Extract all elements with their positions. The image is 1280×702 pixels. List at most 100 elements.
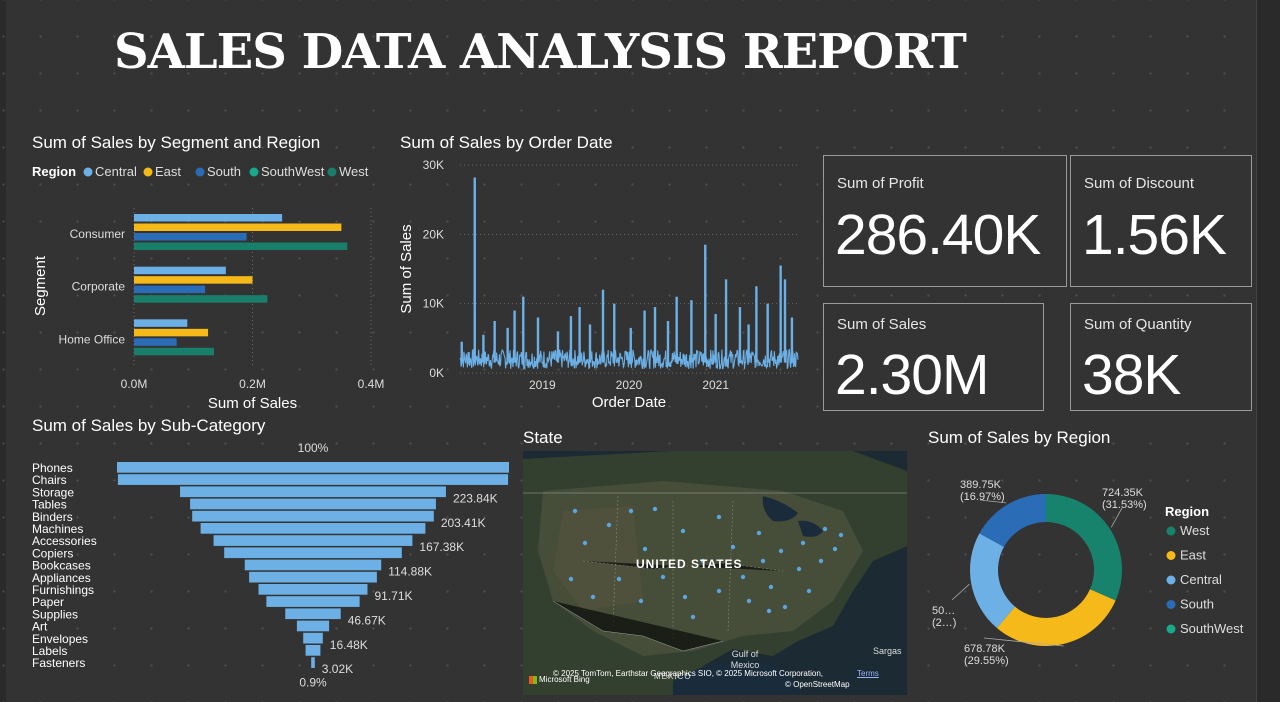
sales-card-value: 2.30M bbox=[835, 343, 989, 407]
bar-consumer-central bbox=[134, 214, 283, 222]
segment-region-bar-chart[interactable]: Region Central East South SouthWest West 0.0M 0… bbox=[26, 156, 390, 414]
funnel-category-label: Tables bbox=[32, 498, 67, 512]
funnel-value-label: 3.02K bbox=[322, 662, 353, 676]
funnel-value-label: 46.67K bbox=[348, 613, 386, 627]
category-label: Corporate bbox=[72, 280, 126, 294]
funnel-bar-furnishings bbox=[258, 584, 368, 595]
map-country-label: UNITED STATES bbox=[636, 557, 743, 571]
discount-card-value: 1.56K bbox=[1082, 203, 1227, 267]
x-tick-label: 2020 bbox=[616, 378, 643, 392]
donut-value-label: 724.35K bbox=[1102, 487, 1144, 499]
funnel-category-label: Chairs bbox=[32, 473, 67, 487]
donut-legend-marker-southwest bbox=[1166, 624, 1176, 634]
map-terms-link[interactable]: Terms bbox=[857, 669, 879, 678]
map-credit-osm[interactable]: © OpenStreetMap bbox=[785, 680, 850, 689]
funnel-value-label: 114.88K bbox=[388, 565, 432, 579]
donut-value-label: 678.78K bbox=[964, 643, 1006, 655]
bar-corporate-south bbox=[134, 285, 206, 294]
legend-label-east: East bbox=[155, 164, 181, 179]
funnel-bar-accessories bbox=[213, 535, 413, 546]
legend-marker-west bbox=[327, 167, 337, 177]
funnel-category-label: Fasteners bbox=[32, 656, 85, 670]
donut-legend-label-south: South bbox=[1180, 597, 1214, 612]
funnel-value-label: 91.71K bbox=[374, 589, 412, 603]
bar-consumer-west bbox=[134, 242, 348, 250]
donut-value-label: 389.75K bbox=[960, 479, 1002, 491]
bar-consumer-east bbox=[134, 223, 342, 231]
donut-leader-line bbox=[951, 583, 970, 601]
funnel-category-label: Labels bbox=[32, 644, 67, 658]
legend-marker-east bbox=[143, 167, 153, 177]
microsoft-logo-icon bbox=[529, 675, 537, 684]
sales-card-label: Sum of Sales bbox=[837, 316, 927, 333]
quantity-card-value: 38K bbox=[1082, 343, 1181, 407]
y-tick-label: 20K bbox=[423, 227, 444, 241]
order-date-chart-title: Sum of Sales by Order Date bbox=[400, 133, 613, 152]
donut-slice-east bbox=[996, 589, 1116, 646]
legend-label-southwest: SouthWest bbox=[261, 164, 325, 179]
funnel-bar-supplies bbox=[285, 608, 341, 620]
discount-card-label: Sum of Discount bbox=[1084, 175, 1195, 192]
y-tick-label: 30K bbox=[423, 158, 444, 172]
funnel-category-label: Envelopes bbox=[32, 632, 88, 646]
legend-label-west: West bbox=[339, 164, 369, 179]
bing-attribution: Microsoft Bing bbox=[529, 675, 590, 684]
sales-card[interactable]: Sum of Sales 2.30M bbox=[823, 303, 1044, 411]
donut-legend-title: Region bbox=[1165, 504, 1209, 519]
x-tick-label: 0.2M bbox=[239, 377, 266, 391]
funnel-category-label: Appliances bbox=[32, 571, 91, 585]
donut-legend-label-central: Central bbox=[1180, 572, 1222, 587]
discount-card[interactable]: Sum of Discount 1.56K bbox=[1070, 155, 1252, 287]
subcategory-chart-title: Sum of Sales by Sub-Category bbox=[32, 416, 266, 435]
funnel-bar-binders bbox=[192, 510, 434, 522]
funnel-category-label: Accessories bbox=[32, 534, 97, 548]
order-date-line-chart[interactable]: 0K 10K 20K 30K 2019 2020 2021 Order Date Sum of … bbox=[396, 155, 806, 415]
map-sargasso-label: Sargas bbox=[873, 646, 902, 656]
funnel-category-label: Phones bbox=[32, 461, 73, 475]
donut-legend-marker-central bbox=[1166, 575, 1176, 585]
funnel-value-label: 16.48K bbox=[330, 638, 368, 652]
x-tick-label: 0.4M bbox=[358, 377, 385, 391]
profit-card-value: 286.40K bbox=[835, 203, 1041, 267]
funnel-bar-chairs bbox=[117, 474, 509, 485]
x-tick-label: 0.0M bbox=[121, 377, 148, 391]
bar-home-office-east bbox=[134, 328, 209, 337]
donut-leader-line bbox=[1110, 507, 1123, 528]
region-donut-title: Sum of Sales by Region bbox=[928, 428, 1111, 447]
legend-title: Region bbox=[32, 164, 76, 179]
donut-legend-marker-west bbox=[1166, 526, 1176, 536]
funnel-category-label: Furnishings bbox=[32, 583, 94, 597]
region-donut-chart[interactable]: 724.35K(31.53%) 678.78K(29.55%) 50…(2…) 389… bbox=[920, 452, 1250, 698]
funnel-value-label: 223.84K bbox=[453, 491, 498, 505]
funnel-bar-storage bbox=[180, 486, 446, 498]
donut-legend-label-east: East bbox=[1180, 548, 1206, 563]
legend-marker-south bbox=[195, 167, 205, 177]
profit-card[interactable]: Sum of Profit 286.40K bbox=[823, 155, 1067, 287]
donut-percent-label: (2…) bbox=[932, 617, 956, 629]
x-axis-label: Sum of Sales bbox=[208, 395, 297, 412]
legend-marker-southwest bbox=[249, 167, 259, 177]
funnel-top-label: 100% bbox=[298, 441, 329, 455]
funnel-bar-bookcases bbox=[244, 559, 382, 571]
state-map[interactable]: UNITED STATES Gulf of Mexico MÉXICO Sarg… bbox=[523, 451, 907, 695]
funnel-bar-machines bbox=[200, 523, 426, 534]
funnel-bottom-label: 0.9% bbox=[299, 675, 327, 689]
bar-home-office-west bbox=[134, 347, 214, 356]
y-axis-label: Segment bbox=[32, 255, 49, 316]
donut-legend-marker-east bbox=[1166, 551, 1176, 560]
y-axis-label: Sum of Sales bbox=[398, 224, 415, 313]
bar-corporate-east bbox=[134, 276, 253, 284]
map-terrain bbox=[523, 451, 907, 695]
funnel-bar-labels bbox=[305, 645, 321, 656]
funnel-category-label: Copiers bbox=[32, 546, 73, 560]
funnel-bar-envelopes bbox=[303, 632, 323, 644]
donut-value-label: 50… bbox=[932, 605, 955, 617]
funnel-bar-fasteners bbox=[311, 657, 315, 668]
segment-chart-title: Sum of Sales by Segment and Region bbox=[32, 133, 321, 152]
map-mexico-label: MÉXICO bbox=[654, 672, 692, 681]
quantity-card[interactable]: Sum of Quantity 38K bbox=[1070, 303, 1252, 411]
sales-line bbox=[459, 177, 799, 371]
donut-legend-marker-south bbox=[1166, 600, 1176, 609]
funnel-bar-copiers bbox=[224, 547, 402, 559]
